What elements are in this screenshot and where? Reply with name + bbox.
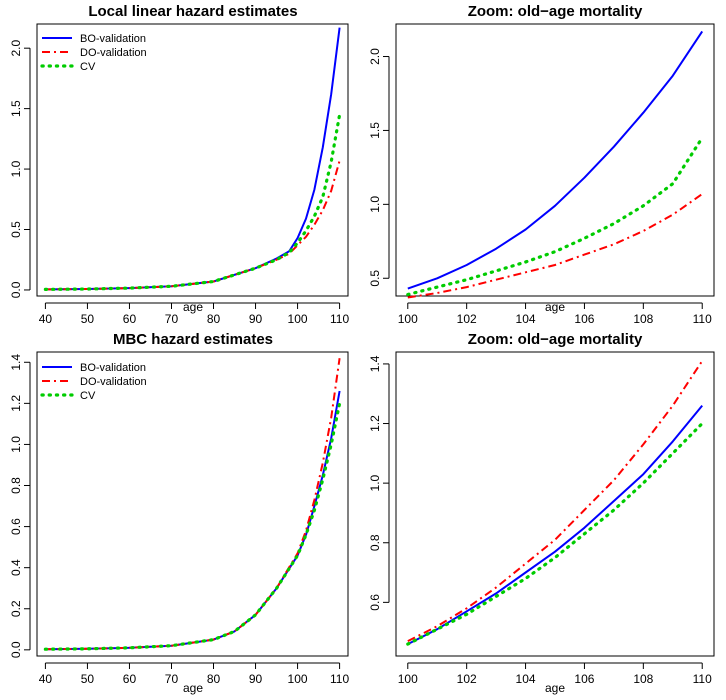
x-tick-label: 100: [288, 672, 308, 686]
x-tick-label: 102: [457, 672, 477, 686]
y-tick-label: 1.4: [9, 354, 23, 371]
y-tick-label: 1.2: [9, 395, 23, 412]
x-tick-label: 100: [398, 672, 418, 686]
y-tick-label: 1.0: [368, 474, 382, 491]
series-line-do-validation: [407, 360, 704, 642]
x-tick-label: 80: [207, 312, 221, 326]
x-tick-label: 90: [249, 672, 263, 686]
x-tick-label: 100: [398, 312, 418, 326]
series-line-do-validation: [45, 160, 341, 291]
x-tick-label: 110: [693, 672, 712, 686]
x-tick-label: 104: [516, 672, 536, 686]
x-tick-label: 50: [81, 672, 95, 686]
y-tick-label: 1.0: [368, 196, 382, 213]
series-line-do-validation: [45, 358, 341, 651]
y-tick-label: 1.0: [9, 160, 23, 177]
x-tick-label: 108: [633, 672, 653, 686]
y-tick-label: 1.0: [9, 436, 23, 453]
panel-title: Local linear hazard estimates: [88, 3, 297, 20]
y-tick-label: 0.8: [9, 477, 23, 494]
y-tick-label: 0.0: [9, 281, 23, 298]
y-tick-label: 1.5: [9, 100, 23, 117]
y-tick-label: 2.0: [368, 48, 382, 65]
x-tick-label: 50: [81, 312, 95, 326]
y-tick-label: 0.5: [9, 221, 23, 238]
y-tick-label: 0.2: [9, 600, 23, 617]
panel-mbc: MBC hazard estimates age BO-validation D…: [9, 331, 349, 695]
y-tick-label: 0.5: [368, 270, 382, 287]
panel-title: Zoom: old−age mortality: [468, 3, 643, 20]
plot-frame: [36, 23, 349, 297]
series-line-cv: [406, 136, 704, 297]
x-tick-label: 102: [457, 312, 477, 326]
panel-zoom-bottom: Zoom: old−age mortality age 100 102 104 106…: [368, 331, 715, 695]
x-tick-label: 108: [633, 312, 653, 326]
panel-title: Zoom: old−age mortality: [468, 331, 643, 348]
x-tick-label: 40: [39, 312, 53, 326]
legend: BO-validation DO-validation CV: [80, 33, 147, 73]
panel-title: MBC hazard estimates: [113, 331, 273, 348]
legend-label-cv: CV: [80, 61, 96, 73]
plot-frame: [395, 351, 715, 657]
x-tick-label: 104: [516, 312, 536, 326]
x-axis-label: age: [545, 681, 565, 695]
plot-frame: [395, 23, 715, 297]
y-tick-label: 0.4: [9, 559, 23, 576]
x-axis-label: age: [183, 681, 203, 695]
y-tick-label: 1.5: [368, 122, 382, 139]
legend: BO-validation DO-validation CV: [80, 362, 147, 402]
series-line-do-validation: [407, 193, 703, 299]
series-line-cv: [43, 401, 342, 651]
legend-label-bo: BO-validation: [80, 33, 146, 45]
y-tick-label: 2.0: [9, 40, 23, 57]
series-line-bo-validation: [407, 30, 704, 290]
y-tick-label: 0.6: [368, 594, 382, 611]
x-tick-label: 110: [330, 312, 349, 326]
y-tick-label: 0.6: [9, 518, 23, 535]
y-tick-label: 1.4: [368, 355, 382, 372]
x-axis-label: age: [183, 300, 203, 314]
panel-local-linear: Local linear hazard estimates age BO-val…: [9, 3, 349, 326]
legend-label-do: DO-validation: [80, 376, 147, 388]
x-tick-label: 90: [249, 312, 263, 326]
x-tick-label: 100: [288, 312, 308, 326]
x-tick-label: 110: [330, 672, 349, 686]
legend-label-do: DO-validation: [80, 47, 147, 59]
series-line-bo-validation: [45, 390, 341, 651]
x-tick-label: 110: [693, 312, 712, 326]
plot-frame: [36, 351, 349, 657]
y-tick-label: 1.2: [368, 415, 382, 432]
legend-label-cv: CV: [80, 390, 96, 402]
x-axis-label: age: [545, 300, 565, 314]
x-tick-label: 80: [207, 672, 221, 686]
x-tick-label: 70: [165, 312, 179, 326]
y-tick-label: 0.0: [9, 641, 23, 658]
series-line-bo-validation: [407, 404, 703, 645]
y-tick-label: 0.8: [368, 534, 382, 551]
x-tick-label: 106: [574, 312, 594, 326]
series-line-cv: [43, 113, 342, 291]
x-tick-label: 60: [123, 672, 137, 686]
x-tick-label: 106: [574, 672, 594, 686]
x-tick-label: 60: [123, 312, 137, 326]
x-tick-label: 40: [39, 672, 53, 686]
x-tick-label: 70: [165, 672, 179, 686]
legend-label-bo: BO-validation: [80, 362, 146, 374]
panel-zoom-top: Zoom: old−age mortality age 100 102 104 106…: [368, 3, 715, 326]
